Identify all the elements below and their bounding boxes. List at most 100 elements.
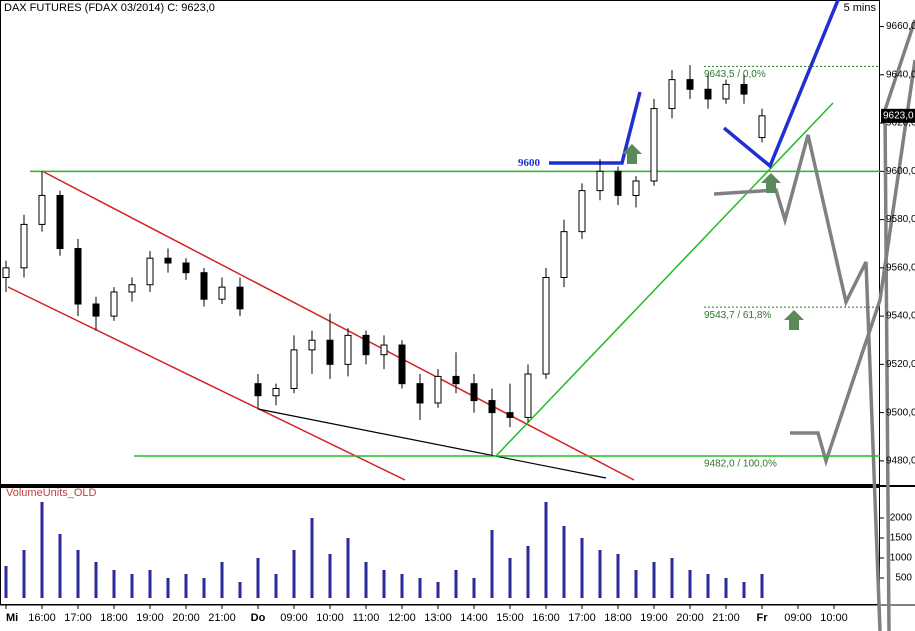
- x-tick-label: 15:00: [496, 612, 524, 624]
- candle-body: [56, 194, 64, 250]
- candle-body: [164, 257, 172, 264]
- channel-lower: [7, 286, 406, 481]
- x-tick-label: Fr: [757, 612, 769, 624]
- volume-bar: [130, 574, 134, 598]
- volume-bar: [616, 554, 620, 598]
- x-tick-label: 21:00: [208, 612, 236, 624]
- volume-tick-label: 2000: [890, 513, 913, 524]
- volume-bar: [238, 582, 242, 598]
- candle-body: [578, 190, 586, 233]
- volume-bar: [382, 570, 386, 598]
- x-tick-label: 09:00: [280, 612, 308, 624]
- volume-bar: [562, 526, 566, 598]
- volume-bar: [508, 558, 512, 598]
- volume-bar: [472, 578, 476, 598]
- x-tick-label: 16:00: [28, 612, 56, 624]
- y-tick-label: 9640,0: [886, 69, 915, 80]
- volume-bar: [256, 558, 260, 598]
- volume-bar: [634, 570, 638, 598]
- candle-body: [20, 223, 28, 269]
- x-tick-label: 18:00: [100, 612, 128, 624]
- x-tick-label: 20:00: [676, 612, 704, 624]
- y-tick-label: 9600,0: [886, 166, 915, 177]
- candle-body: [146, 257, 154, 286]
- volume-bar: [580, 538, 584, 598]
- arrow-up: [622, 144, 642, 164]
- x-tick-label: 19:00: [640, 612, 668, 624]
- candle-body: [344, 334, 352, 365]
- y-tick-label: 9480,0: [886, 456, 915, 467]
- x-tick-label: 09:00: [784, 612, 812, 624]
- volume-bar: [544, 502, 548, 598]
- volume-bar: [184, 574, 188, 598]
- x-tick-label: 11:00: [353, 612, 380, 624]
- chart-title: DAX FUTURES (FDAX 03/2014) C: 9623,0: [4, 2, 215, 14]
- candle-body: [650, 108, 658, 182]
- candle-body: [506, 412, 514, 418]
- candle-body: [398, 344, 406, 385]
- candle-body: [128, 284, 136, 293]
- volume-bar: [112, 570, 116, 598]
- x-tick-label: Mi: [6, 612, 18, 624]
- candle-body: [542, 276, 550, 375]
- channel-upper: [41, 170, 635, 481]
- candle-body: [470, 383, 478, 402]
- candle-body: [272, 387, 280, 397]
- candle-body: [704, 88, 712, 100]
- y-tick-label: 9660,0: [886, 21, 915, 32]
- candle-body: [722, 83, 730, 100]
- x-tick-label: 18:00: [604, 612, 632, 624]
- y-tick-label: 9500,0: [886, 407, 915, 418]
- candle-body: [308, 339, 316, 351]
- y-tick-label: 9540,0: [886, 311, 915, 322]
- projection-blue-2: [722, 0, 840, 169]
- x-tick-label: 12:00: [388, 612, 416, 624]
- volume-bar: [220, 562, 224, 598]
- volume-bar: [760, 574, 764, 598]
- candle-body: [416, 383, 424, 404]
- candle-body: [434, 375, 442, 404]
- candle-body: [182, 262, 190, 274]
- candle-body: [614, 170, 622, 196]
- volume-bar: [418, 578, 422, 598]
- price-panel-frame: [0, 0, 880, 485]
- y-tick-label: 9620,0: [886, 118, 915, 129]
- candle-body: [560, 231, 568, 278]
- x-tick-label: 21:00: [712, 612, 740, 624]
- volume-bar: [526, 546, 530, 598]
- volume-bar: [724, 578, 728, 598]
- timeframe: 5 mins: [844, 2, 877, 14]
- candle-body: [218, 286, 226, 300]
- volume-bar: [76, 550, 80, 598]
- candle-body: [290, 349, 298, 389]
- volume-bar: [670, 558, 674, 598]
- candle-body: [452, 375, 460, 385]
- x-tick-label: 14:00: [460, 612, 488, 624]
- x-tick-label: 17:00: [64, 612, 92, 624]
- trend-line: [495, 102, 834, 457]
- volume-label: VolumeUnits_OLD: [6, 487, 97, 499]
- x-tick-label: 10:00: [820, 612, 848, 624]
- volume-bar: [4, 566, 8, 598]
- x-tick-label: 10:00: [316, 612, 344, 624]
- level-label: 9600: [518, 157, 541, 169]
- volume-bar: [22, 550, 26, 598]
- x-tick-label: Do: [251, 612, 266, 624]
- candle-body: [740, 83, 748, 95]
- y-tick-label: 9580,0: [886, 214, 915, 225]
- volume-bar: [94, 562, 98, 598]
- candle-body: [38, 194, 46, 225]
- fib-label: 9482,0 / 100,0%: [704, 459, 777, 470]
- candle-body: [758, 115, 766, 139]
- x-tick-label: 13:00: [424, 612, 452, 624]
- candle-body: [200, 272, 208, 300]
- candle-body: [236, 286, 244, 310]
- candle-body: [326, 339, 334, 365]
- volume-bar: [454, 570, 458, 598]
- fib-label: 9643,5 / 0,0%: [704, 69, 766, 80]
- volume-bar: [400, 574, 404, 598]
- candle-body: [110, 291, 118, 317]
- candle-body: [668, 79, 676, 110]
